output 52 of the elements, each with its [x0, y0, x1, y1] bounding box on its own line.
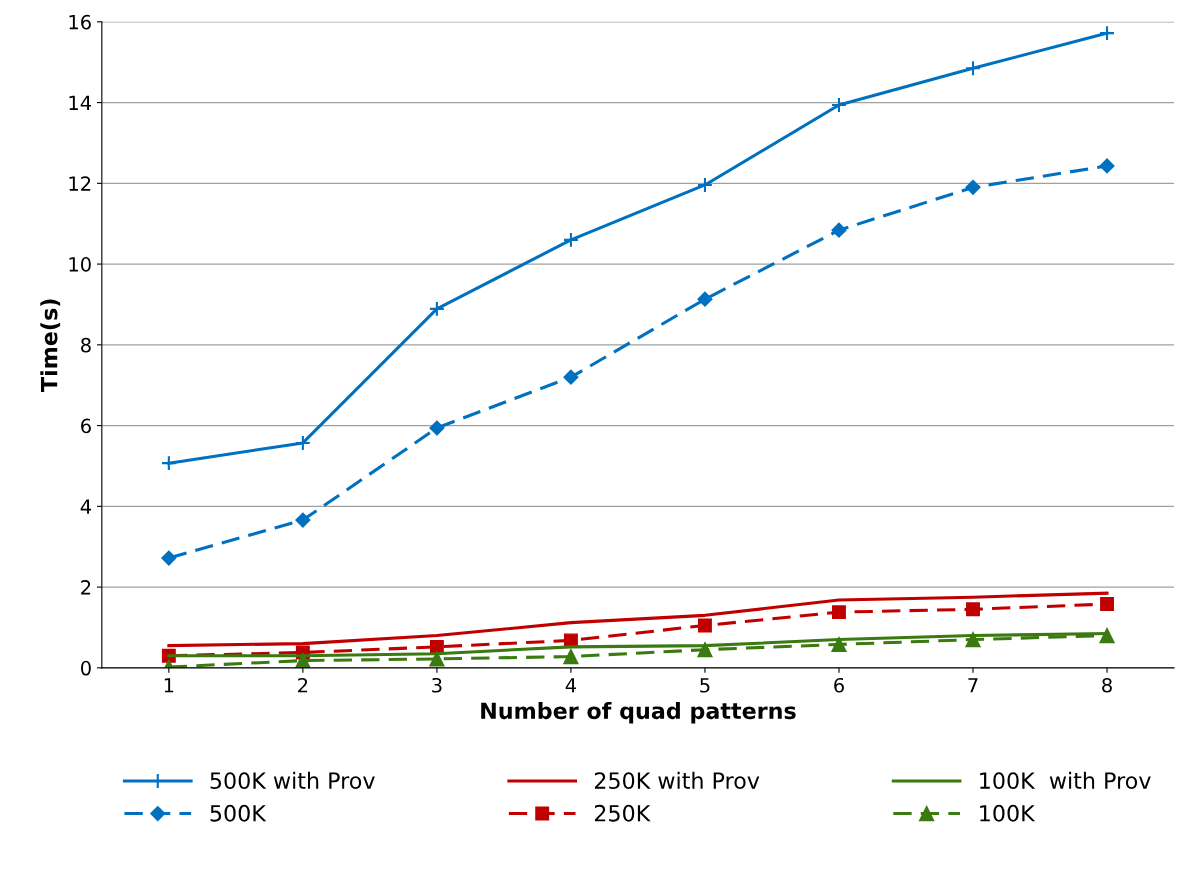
- y-tick-label: 10: [69, 257, 91, 272]
- point: [965, 60, 981, 77]
- y-tick-label: 6: [81, 418, 91, 434]
- legend-label: 500K: [210, 804, 267, 822]
- point: [830, 97, 847, 113]
- point: [429, 420, 445, 436]
- point: [295, 512, 311, 528]
- legend-label: 250K with Prov: [594, 771, 760, 790]
- x-tick-label: 6: [834, 677, 844, 693]
- point: [832, 605, 846, 620]
- point: [563, 648, 579, 665]
- x-tick-label: 5: [700, 678, 710, 693]
- y-tick-label: 0: [81, 660, 91, 676]
- x-axis-title: Number of quad patterns: [481, 701, 796, 724]
- point: [965, 179, 981, 195]
- point: [831, 636, 847, 653]
- point: [831, 222, 847, 238]
- point: [1100, 597, 1114, 611]
- legend-label: 100K with Prov: [980, 771, 1151, 790]
- legend-label: 250K: [594, 804, 651, 822]
- y-tick-label: 2: [81, 580, 91, 595]
- legend-label: 100K: [980, 804, 1036, 822]
- y-tick-label: 16: [69, 14, 91, 30]
- y-tick-label: 14: [69, 95, 92, 110]
- point: [429, 651, 445, 667]
- point: [1099, 25, 1116, 42]
- x-tick-label: 8: [1102, 677, 1112, 693]
- point: [1099, 627, 1115, 644]
- x-tick-label: 2: [298, 677, 308, 693]
- point: [160, 455, 177, 472]
- y-tick-label: 4: [80, 499, 92, 514]
- point: [295, 652, 311, 668]
- point: [697, 291, 713, 307]
- point: [698, 618, 712, 633]
- legend-label: 500K with Prov: [210, 771, 375, 790]
- x-tick-label: 3: [432, 677, 442, 693]
- point: [562, 231, 579, 248]
- x-tick-label: 7: [968, 678, 978, 693]
- y-axis-title: Time(s): [40, 299, 61, 392]
- y-tick-label: 8: [81, 337, 91, 353]
- point: [1099, 158, 1115, 174]
- point: [696, 176, 713, 193]
- point: [294, 434, 311, 451]
- point: [161, 550, 177, 566]
- x-tick-label: 1: [164, 678, 174, 693]
- point: [428, 300, 445, 317]
- x-tick-label: 4: [565, 678, 577, 693]
- point: [965, 631, 981, 648]
- point: [966, 602, 980, 617]
- point: [697, 642, 713, 658]
- y-tick-label: 12: [69, 176, 91, 191]
- point: [563, 369, 579, 385]
